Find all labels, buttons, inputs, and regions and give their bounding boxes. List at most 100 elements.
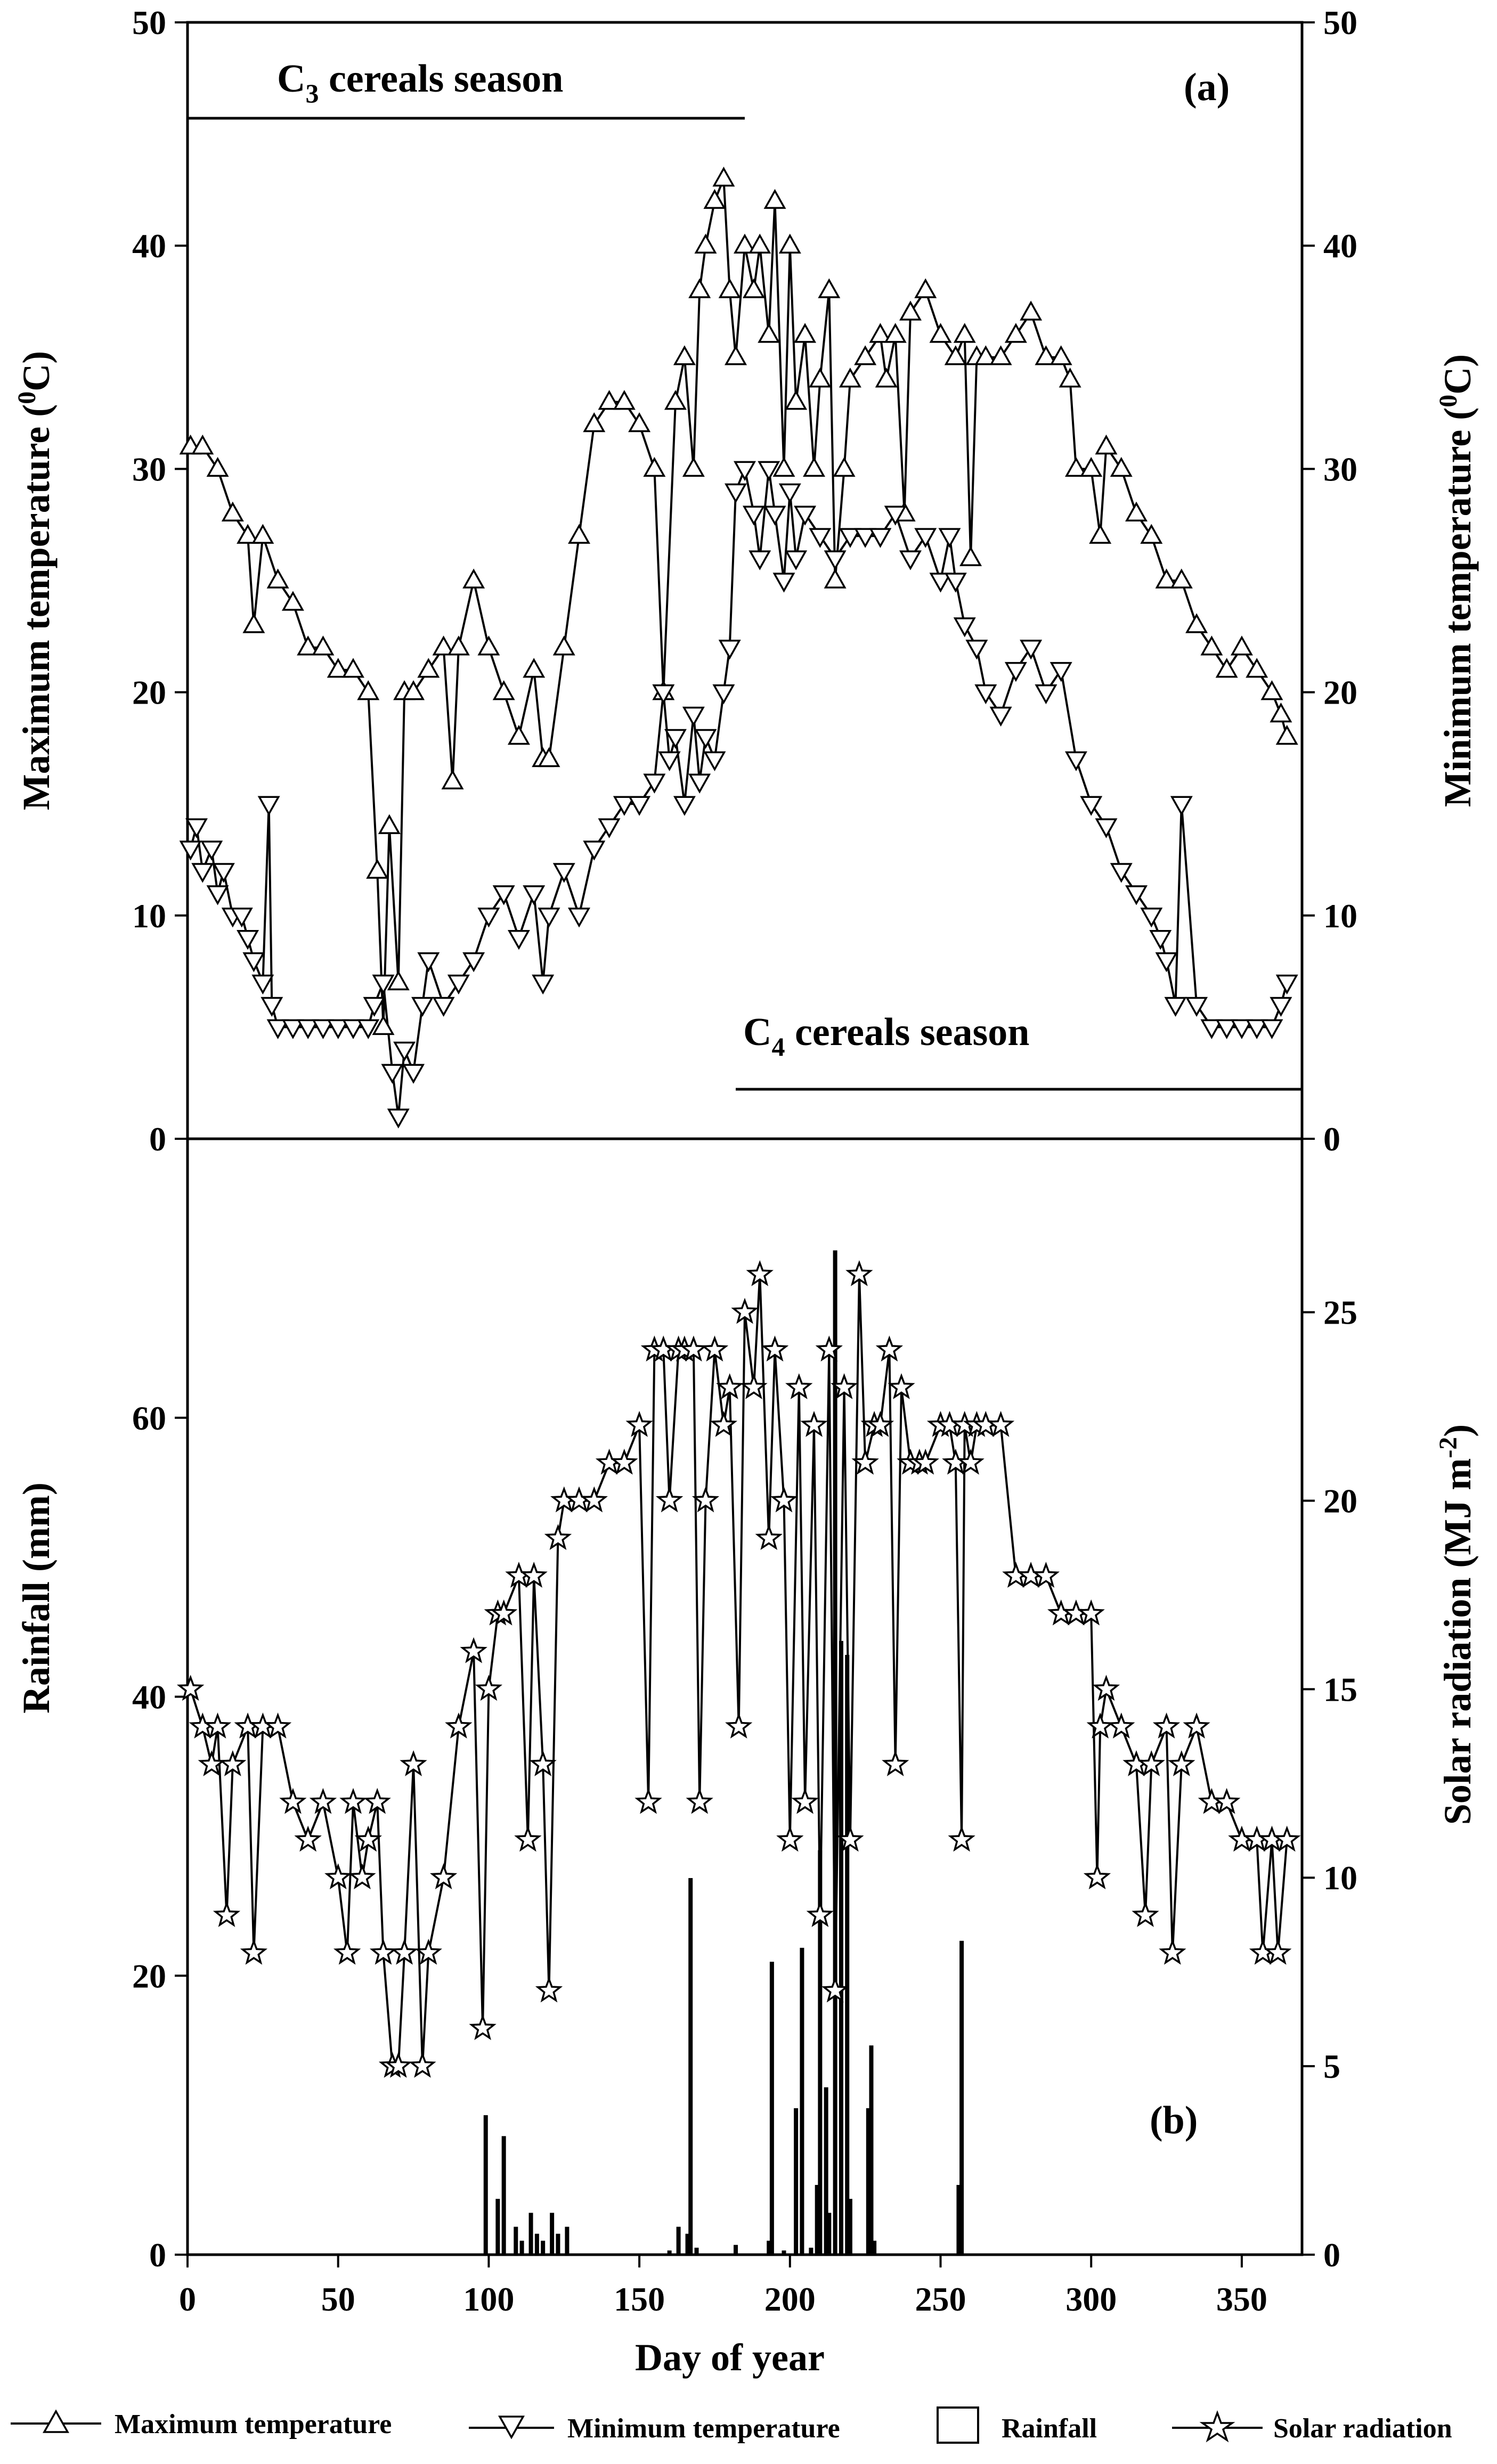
min-temp-point — [552, 863, 575, 883]
max-temp-line — [190, 177, 1288, 1029]
solar-radiation-point — [716, 1373, 744, 1399]
max-temp-point — [281, 591, 304, 611]
max-temp-point — [959, 546, 982, 566]
max-temp-point — [568, 524, 591, 544]
max-temp-point — [266, 568, 289, 589]
x-tick-label: 50 — [321, 2280, 355, 2318]
min-temp-point — [1064, 751, 1087, 771]
solar-radiation-point — [755, 1524, 783, 1551]
min-temp-point — [914, 528, 937, 548]
min-temp-point — [1185, 997, 1208, 1017]
min-temp-point — [1170, 796, 1193, 816]
y-axis-title-solar: Solar radiation (MJ m-2) — [1434, 1424, 1479, 1825]
y-tick-label-b-right: 20 — [1323, 1482, 1357, 1520]
y-tick-label-a-right: 0 — [1323, 1120, 1340, 1158]
y-axis-title-max-temp: Maximum temperature (0C) — [13, 351, 58, 810]
x-tick-label: 200 — [764, 2280, 816, 2318]
panel-b-label: (b) — [1150, 2099, 1198, 2142]
max-temp-point — [1125, 501, 1148, 521]
max-temp-point — [703, 189, 726, 209]
min-temp-point — [694, 729, 717, 749]
max-temp-point — [794, 323, 817, 343]
min-temp-point — [664, 729, 687, 749]
rainfall-bar — [767, 2240, 771, 2255]
min-temp-point — [1080, 796, 1103, 816]
solar-radiation-point — [1137, 1750, 1165, 1776]
max-temp-point — [1155, 568, 1178, 589]
min-temp-point — [938, 528, 961, 548]
min-temp-point — [281, 1019, 304, 1039]
min-temp-point — [734, 461, 756, 481]
solar-radiation-point — [309, 1788, 337, 1814]
legend-rainfall: Rainfall — [937, 2406, 1097, 2444]
rainfall-bar — [550, 2213, 555, 2255]
min-temp-point — [749, 550, 771, 570]
solar-radiation-point — [1264, 1938, 1292, 1965]
min-temp-point — [643, 773, 666, 794]
y-tick-label-a-right: 30 — [1323, 450, 1357, 488]
solar-radiation-point — [339, 1788, 367, 1814]
solar-radiation-point — [866, 1410, 894, 1437]
rainfall-bar — [800, 1947, 804, 2255]
max-temp-point — [402, 680, 425, 700]
max-temp-point — [206, 456, 229, 477]
y-tick-label-a-right: 50 — [1323, 4, 1357, 42]
solar-radiation-point — [806, 1901, 834, 1927]
solar-radiation-point — [1077, 1599, 1105, 1626]
max-temp-point — [688, 278, 711, 298]
min-temp-point — [1260, 1019, 1283, 1039]
min-temp-point — [763, 505, 786, 526]
y-tick-label-a-left: 30 — [132, 450, 166, 488]
max-temp-point — [462, 568, 485, 589]
max-temp-point — [432, 635, 455, 656]
solar-radiation-point — [529, 1750, 557, 1776]
solar-radiation-point — [354, 1825, 382, 1852]
y-tick-label-a-left: 10 — [132, 897, 166, 935]
max-temp-point — [297, 635, 320, 656]
solar-radiation-point — [460, 1637, 487, 1663]
solar-radiation-point — [746, 1260, 774, 1286]
y-tick-label-b-left: 20 — [132, 1957, 166, 1995]
rainfall-bar — [866, 2108, 870, 2255]
min-temp-point — [357, 1019, 380, 1039]
min-temp-point — [251, 974, 274, 995]
max-temp-point — [673, 345, 696, 365]
max-temp-point — [758, 323, 780, 343]
max-temp-point — [1049, 345, 1072, 365]
y-tick-label-a-left: 0 — [149, 1120, 166, 1158]
min-temp-point — [839, 528, 861, 548]
legend-solar: Solar radiation — [1172, 2410, 1452, 2444]
min-temp-point — [929, 573, 952, 593]
solar-radiation-point — [836, 1825, 864, 1852]
max-temp-point — [628, 412, 651, 433]
solar-radiation-point — [845, 1260, 873, 1286]
solar-radiation-point — [725, 1712, 753, 1739]
max-temp-point — [839, 368, 861, 388]
min-temp-point — [1125, 885, 1148, 905]
solar-radiation-point — [625, 1410, 653, 1437]
max-temp-point — [1215, 658, 1238, 678]
max-temp-point — [824, 568, 847, 589]
svg-text:Maximum temperature: Maximum temperature — [115, 2409, 392, 2439]
min-temp-point — [191, 863, 214, 883]
max-temp-point — [1275, 724, 1298, 745]
solar-radiation-point — [655, 1486, 684, 1513]
solar-radiation-point — [264, 1712, 292, 1739]
max-temp-point — [1059, 368, 1081, 388]
min-temp-point — [854, 528, 877, 548]
x-tick-label: 0 — [179, 2280, 196, 2318]
max-temp-point — [366, 859, 389, 879]
max-temp-point — [725, 345, 747, 365]
max-temp-point — [341, 658, 364, 678]
solar-radiation-point — [710, 1410, 738, 1437]
min-temp-point — [411, 997, 434, 1017]
max-temp-point — [1140, 524, 1163, 544]
max-temp-point — [712, 166, 735, 187]
min-temp-point — [417, 952, 440, 973]
min-temp-point — [1155, 952, 1178, 973]
min-temp-point — [583, 841, 606, 861]
rainfall-bar — [694, 2247, 699, 2255]
max-temp-point — [237, 524, 259, 544]
min-temp-point — [652, 684, 675, 705]
legend-triangle-up-icon — [43, 2409, 69, 2433]
